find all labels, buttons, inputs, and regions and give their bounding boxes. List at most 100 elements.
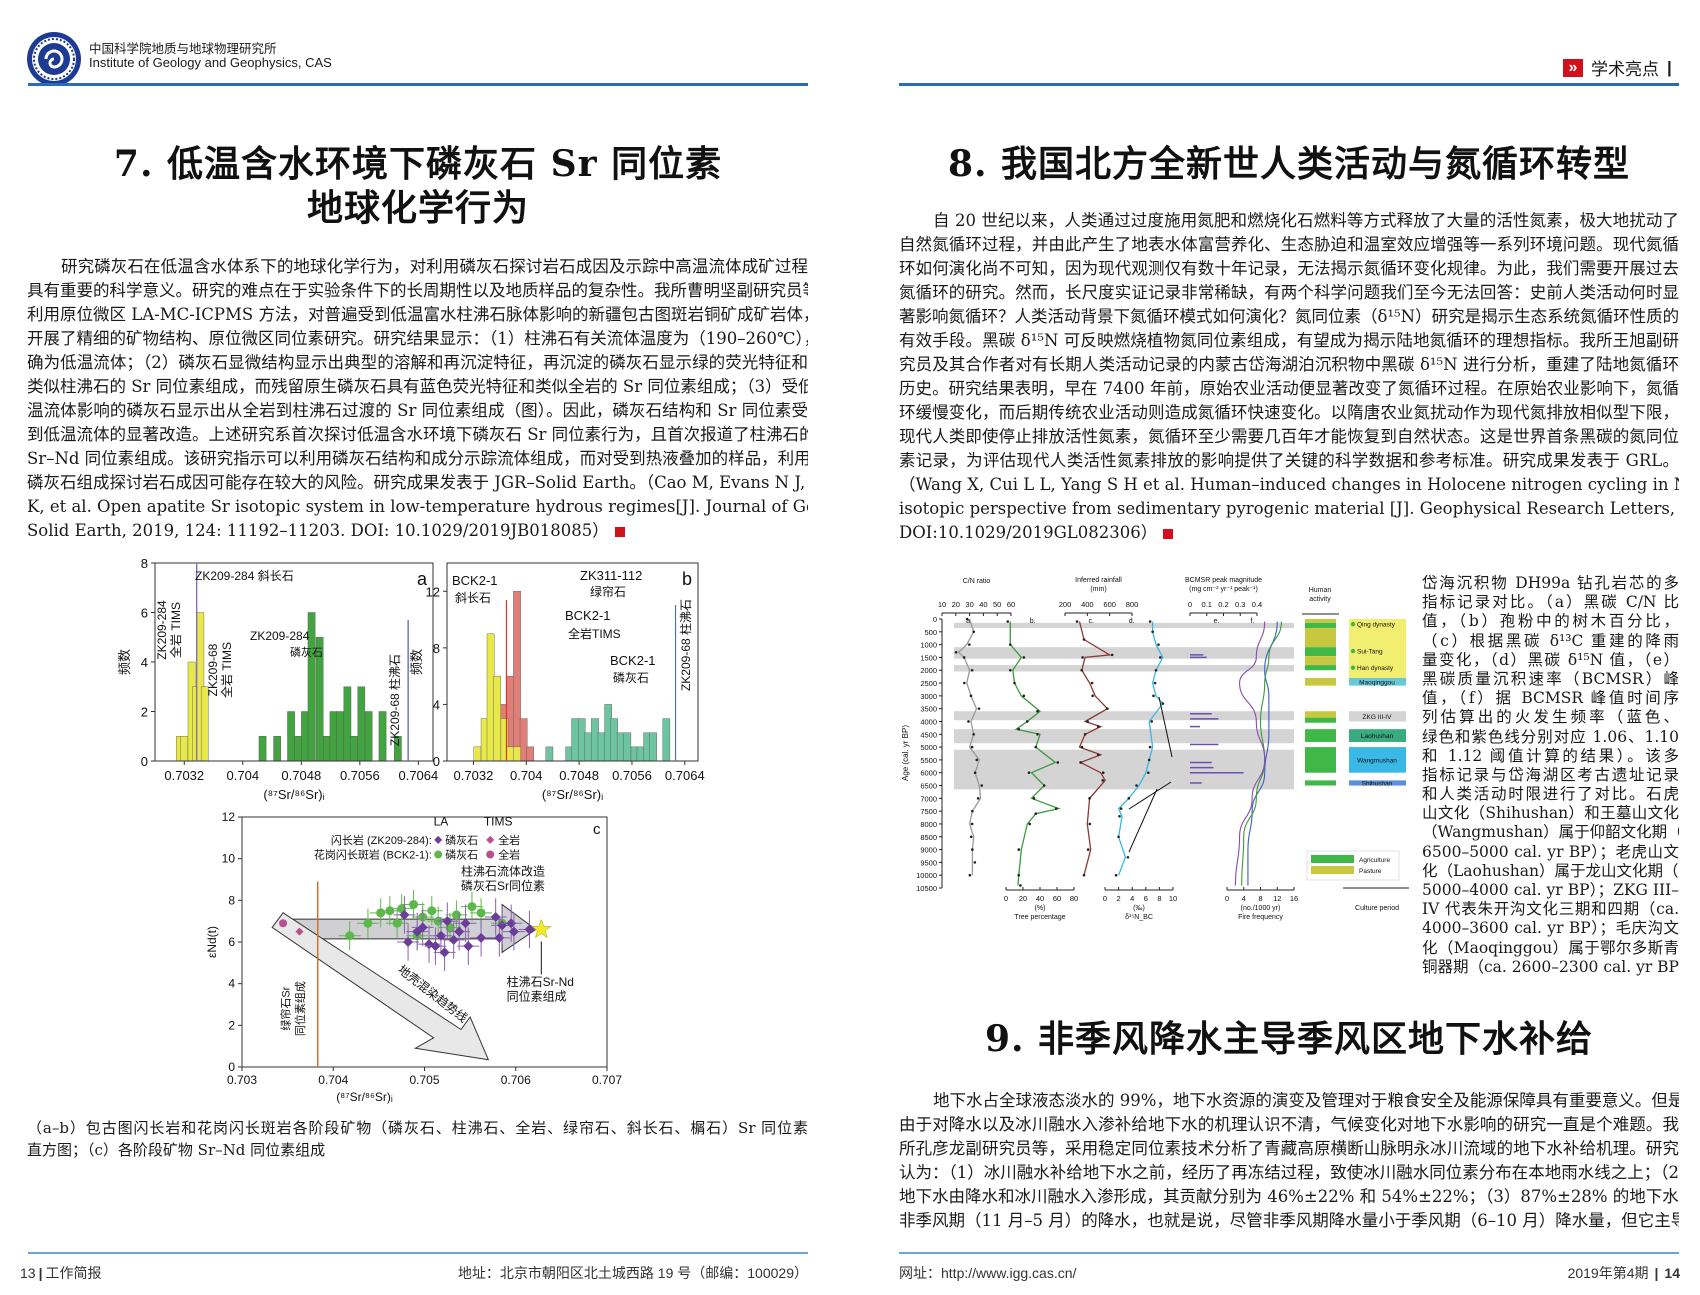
vertical-label: ZK209-68 [206, 643, 220, 696]
data-point [968, 643, 971, 646]
text-line: 直方图；（c）各阶段矿物 Sr–Nd 同位素组成 [27, 1141, 326, 1159]
text-line: （Wangmushan）属于仰韶文化期（ca. [1422, 823, 1679, 842]
dynasty-label: Qing dynasty [1357, 622, 1396, 629]
text-line: 究员及其合作者对有长期人类活动记录的内蒙古岱海湖泊沉积物中黑碳 δ¹⁵N 进行分… [899, 355, 1679, 374]
y-tick-label: 4 [433, 697, 440, 712]
y-axis-label: εNd(t) [205, 926, 219, 958]
figure-caption-left: （a–b）包古图闪长岩和花岗闪长斑岩各阶段矿物（磷灰石、柱沸石、全岩、绿帘石、斜… [27, 1117, 808, 1161]
data-point [1154, 668, 1158, 672]
vertical-label: ZK209-284 [155, 600, 169, 660]
legend-label: 磷灰石 [445, 848, 478, 862]
label: BCK2-1 [610, 653, 656, 668]
histogram-bar [649, 732, 657, 762]
histogram-bar [519, 718, 528, 762]
y-tick-label: 0 [228, 1060, 235, 1074]
y-tick-label: 12 [222, 810, 236, 824]
institution-name-en: Institute of Geology and Geophysics, CAS [89, 55, 332, 70]
text-line: 到低温流体的显著改造。上述研究系首次探讨低温含水环境下磷灰石 Sr 同位素行为，… [27, 425, 808, 444]
age-tick-label: 4500 [920, 730, 937, 739]
panel-title: BCMSR peak magnitude [1185, 577, 1262, 584]
diorite-apatite-point [417, 922, 428, 933]
text-line: 所孔彦龙副研究员等，采用稳定同位素技术分析了青藏高原横断山脉明永冰川流域的地下水… [899, 1139, 1679, 1158]
data-point [972, 732, 976, 736]
highlight-band [954, 647, 1294, 659]
data-point [1080, 668, 1084, 672]
dynasty-label: Sui-Tang [1357, 649, 1383, 656]
plot-frame [446, 562, 699, 762]
annotation: 磷灰石Sr同位素 [461, 878, 545, 893]
panel-tick-label: 12 [1273, 894, 1281, 903]
panel-tick-label: 0.3 [1235, 600, 1245, 609]
data-point [1091, 694, 1094, 698]
data-point [1086, 720, 1089, 723]
diorite-apatite-point [430, 941, 441, 952]
section-9-title: 9. 非季风降水主导季风区地下水补给 [984, 1018, 1594, 1060]
data-point [972, 630, 976, 634]
page-number: 13 [20, 1265, 36, 1281]
data-point [973, 771, 977, 775]
x-tick-label: 0.7056 [612, 768, 652, 783]
text-line: 列估算出的火发生频率（蓝色、 [1422, 708, 1679, 727]
panel-unit: (mm) [1090, 586, 1106, 593]
diorite-apatite-point [463, 941, 474, 952]
data-point [1086, 848, 1090, 851]
panel-tick-label: 600 [1103, 600, 1116, 609]
highlight-band [954, 622, 1294, 628]
histogram-bar [378, 711, 387, 762]
y-axis-label: 频数 [409, 649, 424, 675]
section-9-body: 地下水占全球液态淡水的 99%，地下水资源的演变及管理对于粮食安全及能源保障具有… [899, 1089, 1679, 1233]
age-tick-label: 9500 [920, 858, 937, 867]
vertical-label: ZK209-68 柱沸石 [678, 599, 693, 691]
human-activity-block [1305, 677, 1336, 686]
trend-arrow [1128, 788, 1158, 853]
age-tick-label: 7000 [920, 794, 937, 803]
diorite-apatite-point [439, 947, 450, 958]
panel-tick-label: 4 [1130, 894, 1134, 903]
x-tick-label: 0.704 [227, 768, 260, 783]
data-point [980, 784, 984, 787]
age-tick-label: 10000 [916, 871, 937, 880]
legend-header: LA [434, 814, 449, 828]
histogram-bar [486, 633, 495, 762]
human-activity-block [1305, 619, 1336, 623]
text-line: 山文化（Shihushan）和王墓山文化 [1422, 804, 1679, 823]
sr-isotope-figure: 0.7032 0.704 0.7048 0.7056 0.706402468(⁸⁷Sr/… [117, 556, 705, 1104]
text-line: 确为低温流体；（2）磷灰石显微结构显示出典型的溶解和再沉淀特征，再沉淀的磷灰石显… [27, 353, 808, 372]
culture-period-box [1349, 677, 1406, 686]
granodiorite-apatite-point [409, 900, 419, 909]
text-line: 现代人类即使停止排放活性氮素，氮循环至少需要几百年才能恢复到自然状态。这是世界首… [899, 427, 1679, 446]
vertical-label: ZK209-68 柱沸石 [387, 654, 402, 746]
label: 磷灰石 [290, 645, 323, 659]
data-point [1036, 732, 1039, 736]
histogram-bar [591, 718, 599, 762]
histogram-bar [616, 732, 625, 762]
y-tick-label: 8 [141, 556, 148, 571]
histogram-bar [200, 686, 209, 762]
panel-tick-label: 0 [1188, 600, 1192, 609]
panel-tick-label: 10 [938, 600, 946, 609]
diorite-apatite-point [490, 912, 501, 922]
age-tick-label: 0 [933, 615, 937, 624]
x-tick-label: 0.704 [318, 1073, 348, 1087]
data-point [1025, 720, 1029, 723]
culture-period-label: Maoqinggou [1359, 679, 1395, 686]
legend-label: 花岗闪长斑岩 (BCK2-1): [314, 848, 432, 862]
label: 斜长石 [455, 591, 491, 605]
footer-left: 13 | 工作简报 [20, 1265, 102, 1281]
text-line: Sr–Nd 同位素组成。该研究指示可以利用磷灰石结构和成分示踪流体组成，而对受到… [27, 449, 808, 468]
text-line: 环缓慢变化，而后期传统农业活动则造成氮循环快速变化。以隋唐农业氮扰动作为现代氮排… [899, 403, 1679, 422]
legend-circle-icon [434, 850, 443, 859]
data-point [1054, 807, 1058, 810]
culture-period-box [1349, 711, 1406, 722]
data-point [977, 707, 981, 710]
y-tick-label: 8 [228, 893, 235, 907]
footer-url[interactable]: 网址：http://www.igg.cas.cn/ [899, 1265, 1077, 1281]
data-point [1034, 745, 1038, 749]
diorite-whole-rock-point [295, 927, 304, 936]
x-tick-label: 0.7064 [665, 768, 705, 783]
header-divider [28, 83, 808, 86]
age-tick-label: 4000 [920, 717, 937, 726]
x-tick-label: 0.7064 [398, 768, 438, 783]
culture-period-box [1349, 747, 1406, 773]
text-line: 4000–3600 cal. yr BP）；毛庆沟文 [1422, 919, 1679, 938]
